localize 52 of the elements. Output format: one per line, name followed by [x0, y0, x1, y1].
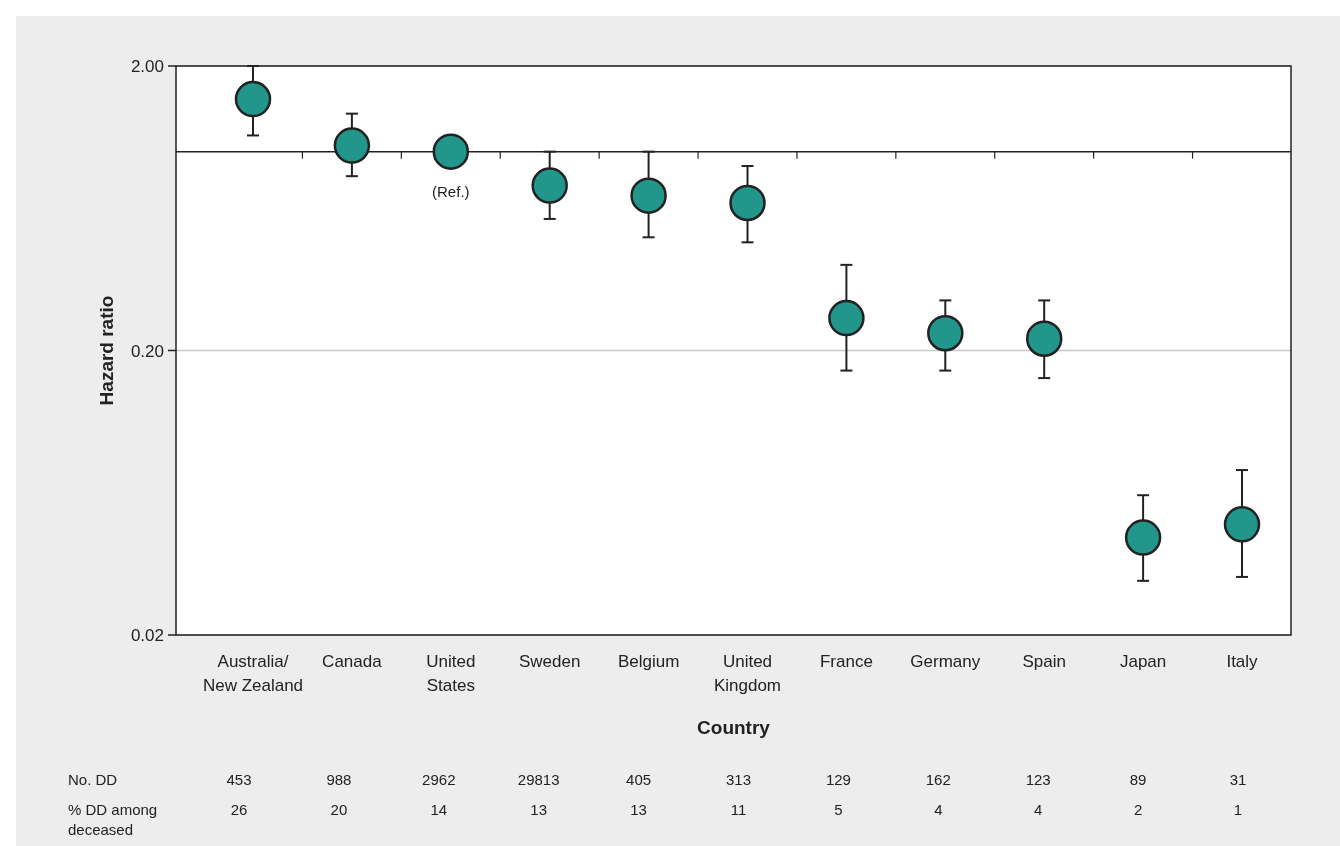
text: 29813 — [517, 771, 560, 788]
text: 453 — [226, 771, 252, 788]
text: 13 — [630, 801, 647, 818]
y-tick-label: 0.20 — [130, 341, 164, 361]
x-tick-label: Sweden — [518, 652, 581, 671]
point — [432, 133, 470, 170]
x-tick-label: Italy — [1226, 652, 1259, 671]
text: 162 — [925, 771, 951, 788]
text: 2962 — [422, 771, 456, 788]
text: No. DD — [68, 771, 118, 788]
point — [333, 127, 371, 164]
text: 129 — [825, 771, 851, 788]
point — [828, 299, 865, 337]
point — [927, 314, 964, 352]
x-tick-label: United States — [426, 652, 476, 695]
y-tick-label: 0.02 — [130, 626, 164, 645]
text: 1 — [1233, 801, 1243, 818]
x-tick-label: Belgium — [617, 652, 680, 671]
text: 20 — [330, 801, 348, 818]
point — [1223, 506, 1261, 543]
point — [234, 80, 272, 118]
point — [1025, 320, 1063, 357]
point — [531, 167, 568, 204]
text: 5 — [834, 801, 843, 818]
point — [630, 177, 667, 214]
text: 13 — [530, 801, 548, 818]
x-tick-label: Canada — [322, 652, 383, 671]
y-axis-title: Hazard ratio — [96, 295, 117, 406]
point — [1124, 519, 1162, 556]
annotation: (Ref.) — [432, 182, 470, 200]
x-tick-label: Germany — [910, 652, 981, 671]
text: 89 — [1129, 771, 1147, 788]
text: 2 — [1133, 801, 1143, 818]
text: 4 — [1034, 801, 1043, 818]
x-tick-label: United Kingdom — [713, 652, 782, 695]
text: % DD among deceased — [68, 801, 158, 838]
text: 31 — [1229, 771, 1247, 788]
x-axis-title: Country — [697, 717, 771, 738]
text: 26 — [230, 801, 248, 818]
x-tick-label: Japan — [1119, 652, 1167, 671]
text: 11 — [730, 801, 747, 818]
x-tick-label: France — [819, 652, 873, 671]
x-tick-label: Spain — [1022, 652, 1066, 671]
y-tick-label: 2.00 — [130, 57, 164, 76]
point — [729, 184, 766, 222]
text: 988 — [326, 771, 352, 788]
text: 405 — [626, 771, 652, 788]
x-tick-label: Australia/ New Zealand — [202, 652, 304, 695]
text: 313 — [725, 771, 752, 788]
text: 123 — [1025, 771, 1051, 788]
text: 4 — [934, 801, 943, 818]
text: 14 — [430, 801, 448, 818]
